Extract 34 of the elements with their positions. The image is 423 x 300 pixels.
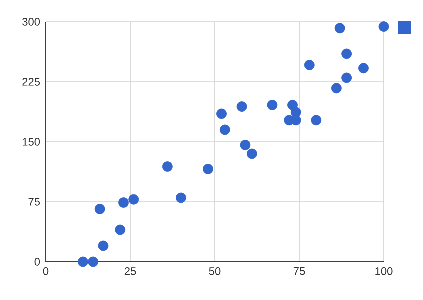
y-tick-label: 150 (22, 138, 40, 146)
x-tick-label: 25 (124, 268, 136, 276)
point (118, 198, 129, 208)
point (358, 63, 369, 74)
point (88, 256, 99, 268)
point (331, 83, 342, 94)
x-tick-label: 0 (43, 268, 49, 276)
point (94, 204, 106, 214)
point (162, 162, 173, 172)
point (334, 23, 346, 34)
point (240, 140, 251, 150)
point (342, 72, 352, 84)
point (176, 192, 186, 204)
point (220, 124, 230, 136)
point (203, 164, 214, 174)
point (311, 115, 322, 126)
point (78, 256, 88, 268)
point (98, 240, 109, 252)
point (128, 194, 140, 205)
point (378, 22, 390, 32)
point (342, 48, 352, 60)
point (246, 148, 258, 160)
point (304, 60, 315, 70)
point (236, 102, 248, 112)
point (267, 100, 278, 110)
y-tick-label: 0 (34, 258, 40, 266)
point (115, 224, 126, 236)
y-tick-label: 75 (28, 198, 40, 206)
x-tick-label: 50 (209, 268, 221, 276)
x-tick-label: 75 (294, 268, 306, 276)
y-tick-label: 225 (22, 78, 40, 86)
point (216, 108, 227, 120)
x-tick-label: 100 (376, 268, 393, 276)
y-tick-label: 300 (22, 18, 40, 26)
